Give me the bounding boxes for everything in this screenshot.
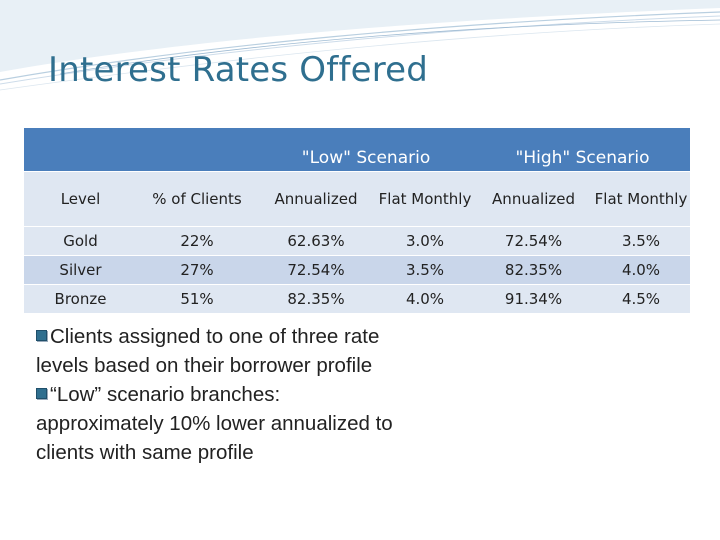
level-cell: Gold — [24, 226, 137, 256]
high-annualized-cell: 82.35% — [475, 255, 593, 285]
level-cell: Bronze — [24, 284, 137, 314]
slide-title: Interest Rates Offered — [48, 50, 429, 90]
header-blank-cell — [24, 128, 257, 172]
high-annualized-cell: 91.34% — [475, 284, 593, 314]
clients-cell: 22% — [137, 226, 257, 256]
clients-cell: 27% — [137, 255, 257, 285]
low-annualized-cell: 72.54% — [257, 255, 375, 285]
low-annualized-cell: 62.63% — [257, 226, 375, 256]
bullet-item: “Low” scenario branches: approximately 1… — [36, 380, 396, 467]
clients-cell: 51% — [137, 284, 257, 314]
table-row: Gold 22% 62.63% 3.0% 72.54% 3.5% — [24, 226, 691, 256]
bullet-list: Clients assigned to one of three rate le… — [36, 322, 396, 467]
table-row: Silver 27% 72.54% 3.5% 82.35% 4.0% — [24, 255, 691, 285]
table-row: Bronze 51% 82.35% 4.0% 91.34% 4.5% — [24, 284, 691, 314]
bullet-item: Clients assigned to one of three rate le… — [36, 322, 396, 380]
square-bullet-icon — [36, 330, 47, 341]
low-flat-monthly-cell: 3.0% — [375, 226, 476, 256]
bullet-text: Clients assigned to one of three rate le… — [36, 325, 380, 377]
square-bullet-icon — [36, 388, 47, 399]
bullet-text: “Low” scenario branches: approximately 1… — [36, 383, 393, 464]
high-flat-monthly-cell: 4.5% — [592, 284, 691, 314]
column-header-level: Level — [24, 171, 137, 227]
high-flat-monthly-cell: 3.5% — [592, 226, 691, 256]
column-header-high-flat-monthly: Flat Monthly — [592, 171, 691, 227]
high-flat-monthly-cell: 4.0% — [592, 255, 691, 285]
column-header-low-flat-monthly: Flat Monthly — [375, 171, 476, 227]
level-cell: Silver — [24, 255, 137, 285]
column-header-row: Level % of Clients Annualized Flat Month… — [24, 171, 691, 227]
column-header-high-annualized: Annualized — [475, 171, 593, 227]
low-flat-monthly-cell: 3.5% — [375, 255, 476, 285]
column-header-clients: % of Clients — [137, 171, 257, 227]
high-annualized-cell: 72.54% — [475, 226, 593, 256]
high-scenario-header: "High" Scenario — [475, 128, 691, 172]
low-flat-monthly-cell: 4.0% — [375, 284, 476, 314]
scenario-header-row: "Low" Scenario "High" Scenario — [24, 128, 691, 172]
low-scenario-header: "Low" Scenario — [257, 128, 476, 172]
column-header-low-annualized: Annualized — [257, 171, 375, 227]
low-annualized-cell: 82.35% — [257, 284, 375, 314]
interest-rates-table: "Low" Scenario "High" Scenario Level % o… — [24, 128, 691, 314]
